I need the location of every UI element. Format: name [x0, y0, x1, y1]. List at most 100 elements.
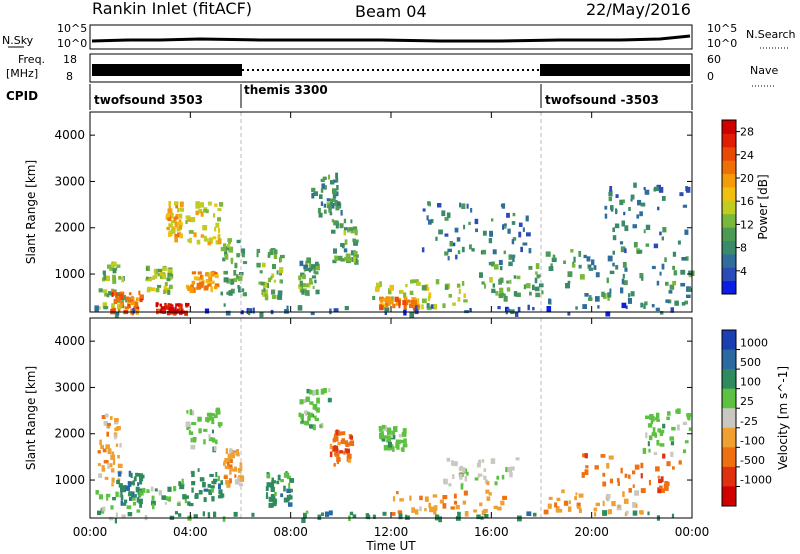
- power-cell-5: [107, 264, 112, 269]
- velocity-cell-535: [664, 485, 669, 491]
- velocity-cell-596: [670, 451, 674, 457]
- velocity-cell-385: [398, 434, 403, 438]
- power-cell-246: [210, 280, 215, 285]
- power-cell-745: [607, 255, 613, 262]
- velocity-cell-213: [227, 459, 233, 464]
- power-ytick-0: 1000: [54, 267, 85, 281]
- velocity-cell-584: [648, 448, 651, 453]
- power-cell-779: [686, 186, 691, 193]
- velocity-cell-239: [228, 464, 233, 468]
- power-cell-712: [601, 291, 605, 298]
- power-cell-760: [636, 214, 640, 219]
- power-cell-771: [644, 189, 650, 195]
- power-cell-797: [658, 187, 664, 193]
- power-cell-228: [214, 226, 217, 232]
- velocity-cell-301: [337, 442, 341, 446]
- power-cell-676: [603, 293, 607, 299]
- power-cell-218: [200, 211, 204, 217]
- power-cell-755: [677, 240, 681, 245]
- velocity-cells: [95, 388, 692, 524]
- velocity-cell-642: [114, 517, 117, 524]
- power-cell-178: [168, 205, 171, 209]
- power-cell-780: [661, 236, 664, 241]
- velocity-cell-63: [150, 486, 154, 492]
- velocity-cell-67: [98, 494, 103, 500]
- freq-tick-bottom: 8: [66, 70, 73, 83]
- power-cell-499: [391, 296, 394, 301]
- velocity-cell-305: [342, 431, 346, 436]
- velocity-cell-194: [215, 408, 220, 413]
- power-cell-707: [672, 251, 677, 257]
- velocity-cell-537: [620, 467, 623, 474]
- velocity-cell-637: [457, 511, 461, 518]
- velocity-cell-156: [211, 496, 215, 502]
- power-cell-806: [259, 311, 264, 318]
- power-cell-315: [223, 277, 229, 283]
- velocity-cell-307: [340, 439, 344, 445]
- power-cell-188: [179, 233, 183, 239]
- power-colorbar-tick-3: 16: [740, 195, 754, 208]
- velocity-cell-615: [484, 514, 489, 519]
- power-cell-151: [148, 278, 152, 282]
- velocity-cell-310: [345, 442, 350, 447]
- velocity-cell-309: [348, 458, 352, 463]
- velocity-cell-231: [229, 448, 233, 455]
- velocity-cell-19: [112, 459, 116, 465]
- power-cell-473: [344, 239, 348, 245]
- velocity-cell-525: [606, 462, 610, 469]
- power-cell-370: [323, 209, 327, 214]
- velocity-cell-585: [686, 414, 691, 420]
- power-cell-216: [195, 210, 199, 216]
- velocity-cell-639: [178, 513, 182, 517]
- power-cell-190: [168, 201, 171, 206]
- power-cell-556: [410, 300, 415, 305]
- power-cell-353: [273, 254, 278, 259]
- power-cell-640: [503, 295, 508, 302]
- velocity-cell-600: [372, 514, 376, 519]
- power-cell-717: [588, 267, 594, 271]
- power-cell-781: [633, 182, 637, 188]
- velocity-cell-60: [136, 509, 141, 513]
- power-cell-119: [155, 302, 158, 308]
- velocity-colorbar-tick-4: -25: [740, 415, 758, 428]
- power-cell-454: [345, 253, 351, 258]
- velocity-cell-35: [101, 415, 106, 419]
- velocity-cell-93: [138, 498, 143, 505]
- velocity-cell-318: [335, 429, 339, 436]
- power-cell-127: [155, 288, 160, 293]
- power-cell-226: [188, 230, 194, 234]
- velocity-cell-256: [301, 417, 304, 423]
- velocity-cell-490: [602, 500, 605, 507]
- power-cell-73: [117, 309, 121, 313]
- velocity-cell-22: [99, 439, 102, 446]
- velocity-cell-547: [581, 472, 585, 478]
- power-colorbar-swatch-1: [722, 267, 736, 282]
- velocity-cell-198: [185, 421, 191, 427]
- power-cell-318: [236, 239, 241, 244]
- power-cell-777: [636, 250, 642, 254]
- power-cell-145: [160, 275, 164, 279]
- power-cell-409: [299, 260, 304, 267]
- power-cell-580: [456, 237, 461, 242]
- velocity-cell-448: [453, 461, 458, 467]
- power-cell-155: [146, 276, 149, 280]
- velocity-cell-176: [203, 428, 208, 432]
- power-cell-489: [435, 279, 440, 285]
- power-cell-814: [223, 303, 226, 307]
- power-cell-655: [535, 292, 541, 298]
- power-cell-772: [657, 206, 660, 211]
- x-tick-0: 00:00: [73, 525, 108, 539]
- power-cell-607: [510, 254, 516, 258]
- power-cell-208: [189, 237, 192, 244]
- power-cell-731: [579, 274, 585, 280]
- velocity-cell-182: [198, 428, 202, 434]
- velocity-cell-519: [574, 496, 577, 501]
- power-cell-162: [177, 222, 183, 227]
- velocity-cell-352: [274, 492, 277, 496]
- power-cell-673: [607, 296, 610, 301]
- velocity-cell-236: [234, 466, 237, 472]
- velocity-cell-158: [178, 481, 182, 486]
- velocity-cell-567: [659, 430, 664, 437]
- power-cell-388: [340, 210, 343, 216]
- power-cell-339: [267, 277, 271, 283]
